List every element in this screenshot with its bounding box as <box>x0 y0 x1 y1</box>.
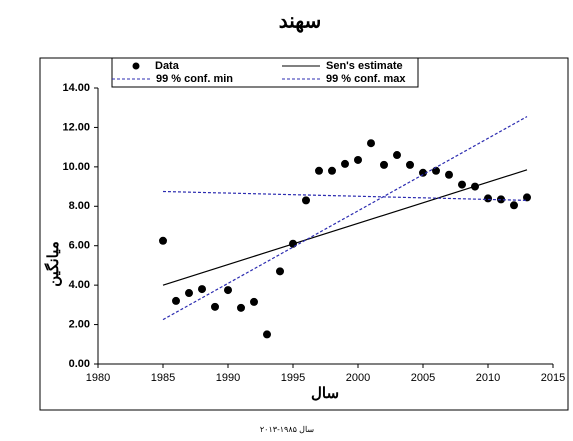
legend-label: 99 % conf. min <box>156 73 233 85</box>
x-tick-label: 1985 <box>151 372 175 384</box>
data-point <box>159 236 167 245</box>
y-tick-label: 12.00 <box>62 121 90 133</box>
x-tick-label: 2010 <box>476 372 500 384</box>
data-point <box>211 302 219 311</box>
y-axis-label: میانگین <box>44 241 62 287</box>
legend-label: Data <box>155 60 180 72</box>
data-point <box>406 160 414 169</box>
x-tick-label: 2015 <box>541 372 565 384</box>
data-point <box>367 139 375 148</box>
data-point <box>198 285 206 294</box>
data-point <box>276 267 284 276</box>
frame <box>39 57 569 411</box>
data-point <box>224 286 232 295</box>
data-point <box>380 160 388 169</box>
y-tick-label: 6.00 <box>69 240 90 252</box>
data-point <box>445 170 453 179</box>
chart-title: سهند <box>279 10 322 33</box>
x-tick-label: 2000 <box>346 372 370 384</box>
y-tick-label: 2.00 <box>69 318 90 330</box>
data-point <box>510 201 518 210</box>
data-point <box>458 180 466 189</box>
legend-box <box>111 57 419 88</box>
data-point <box>341 159 349 168</box>
data-point <box>250 297 258 306</box>
data-point <box>315 166 323 175</box>
data-point <box>302 196 310 205</box>
y-tick-label: 8.00 <box>69 200 90 212</box>
data-point <box>237 303 245 312</box>
x-tick-label: 1990 <box>216 372 240 384</box>
y-tick-label: 0.00 <box>69 358 90 370</box>
legend-label: 99 % conf. max <box>326 73 406 85</box>
data-point <box>354 155 362 164</box>
trend-line <box>162 190 528 201</box>
y-tick-label: 14.00 <box>62 82 90 94</box>
data-point <box>497 195 505 204</box>
data-point <box>419 168 427 177</box>
legend-label: Sen's estimate <box>326 60 403 72</box>
data-point <box>393 151 401 160</box>
x-tick-label: 1995 <box>281 372 305 384</box>
caption: سال ۱۹۸۵-۲۰۱۳ <box>260 425 315 434</box>
data-point <box>523 193 531 202</box>
data-point <box>185 289 193 298</box>
data-point <box>172 296 180 305</box>
data-point <box>484 194 492 203</box>
legend-symbol <box>132 62 140 70</box>
y-tick-label: 4.00 <box>69 279 90 291</box>
trend-line <box>162 116 528 321</box>
x-tick-label: 2005 <box>411 372 435 384</box>
y-tick-label: 10.00 <box>62 161 90 173</box>
x-tick-label: 1980 <box>86 372 110 384</box>
x-axis-label: سال <box>311 385 339 402</box>
data-point <box>263 330 271 339</box>
data-point <box>328 166 336 175</box>
trend-line <box>162 169 528 286</box>
